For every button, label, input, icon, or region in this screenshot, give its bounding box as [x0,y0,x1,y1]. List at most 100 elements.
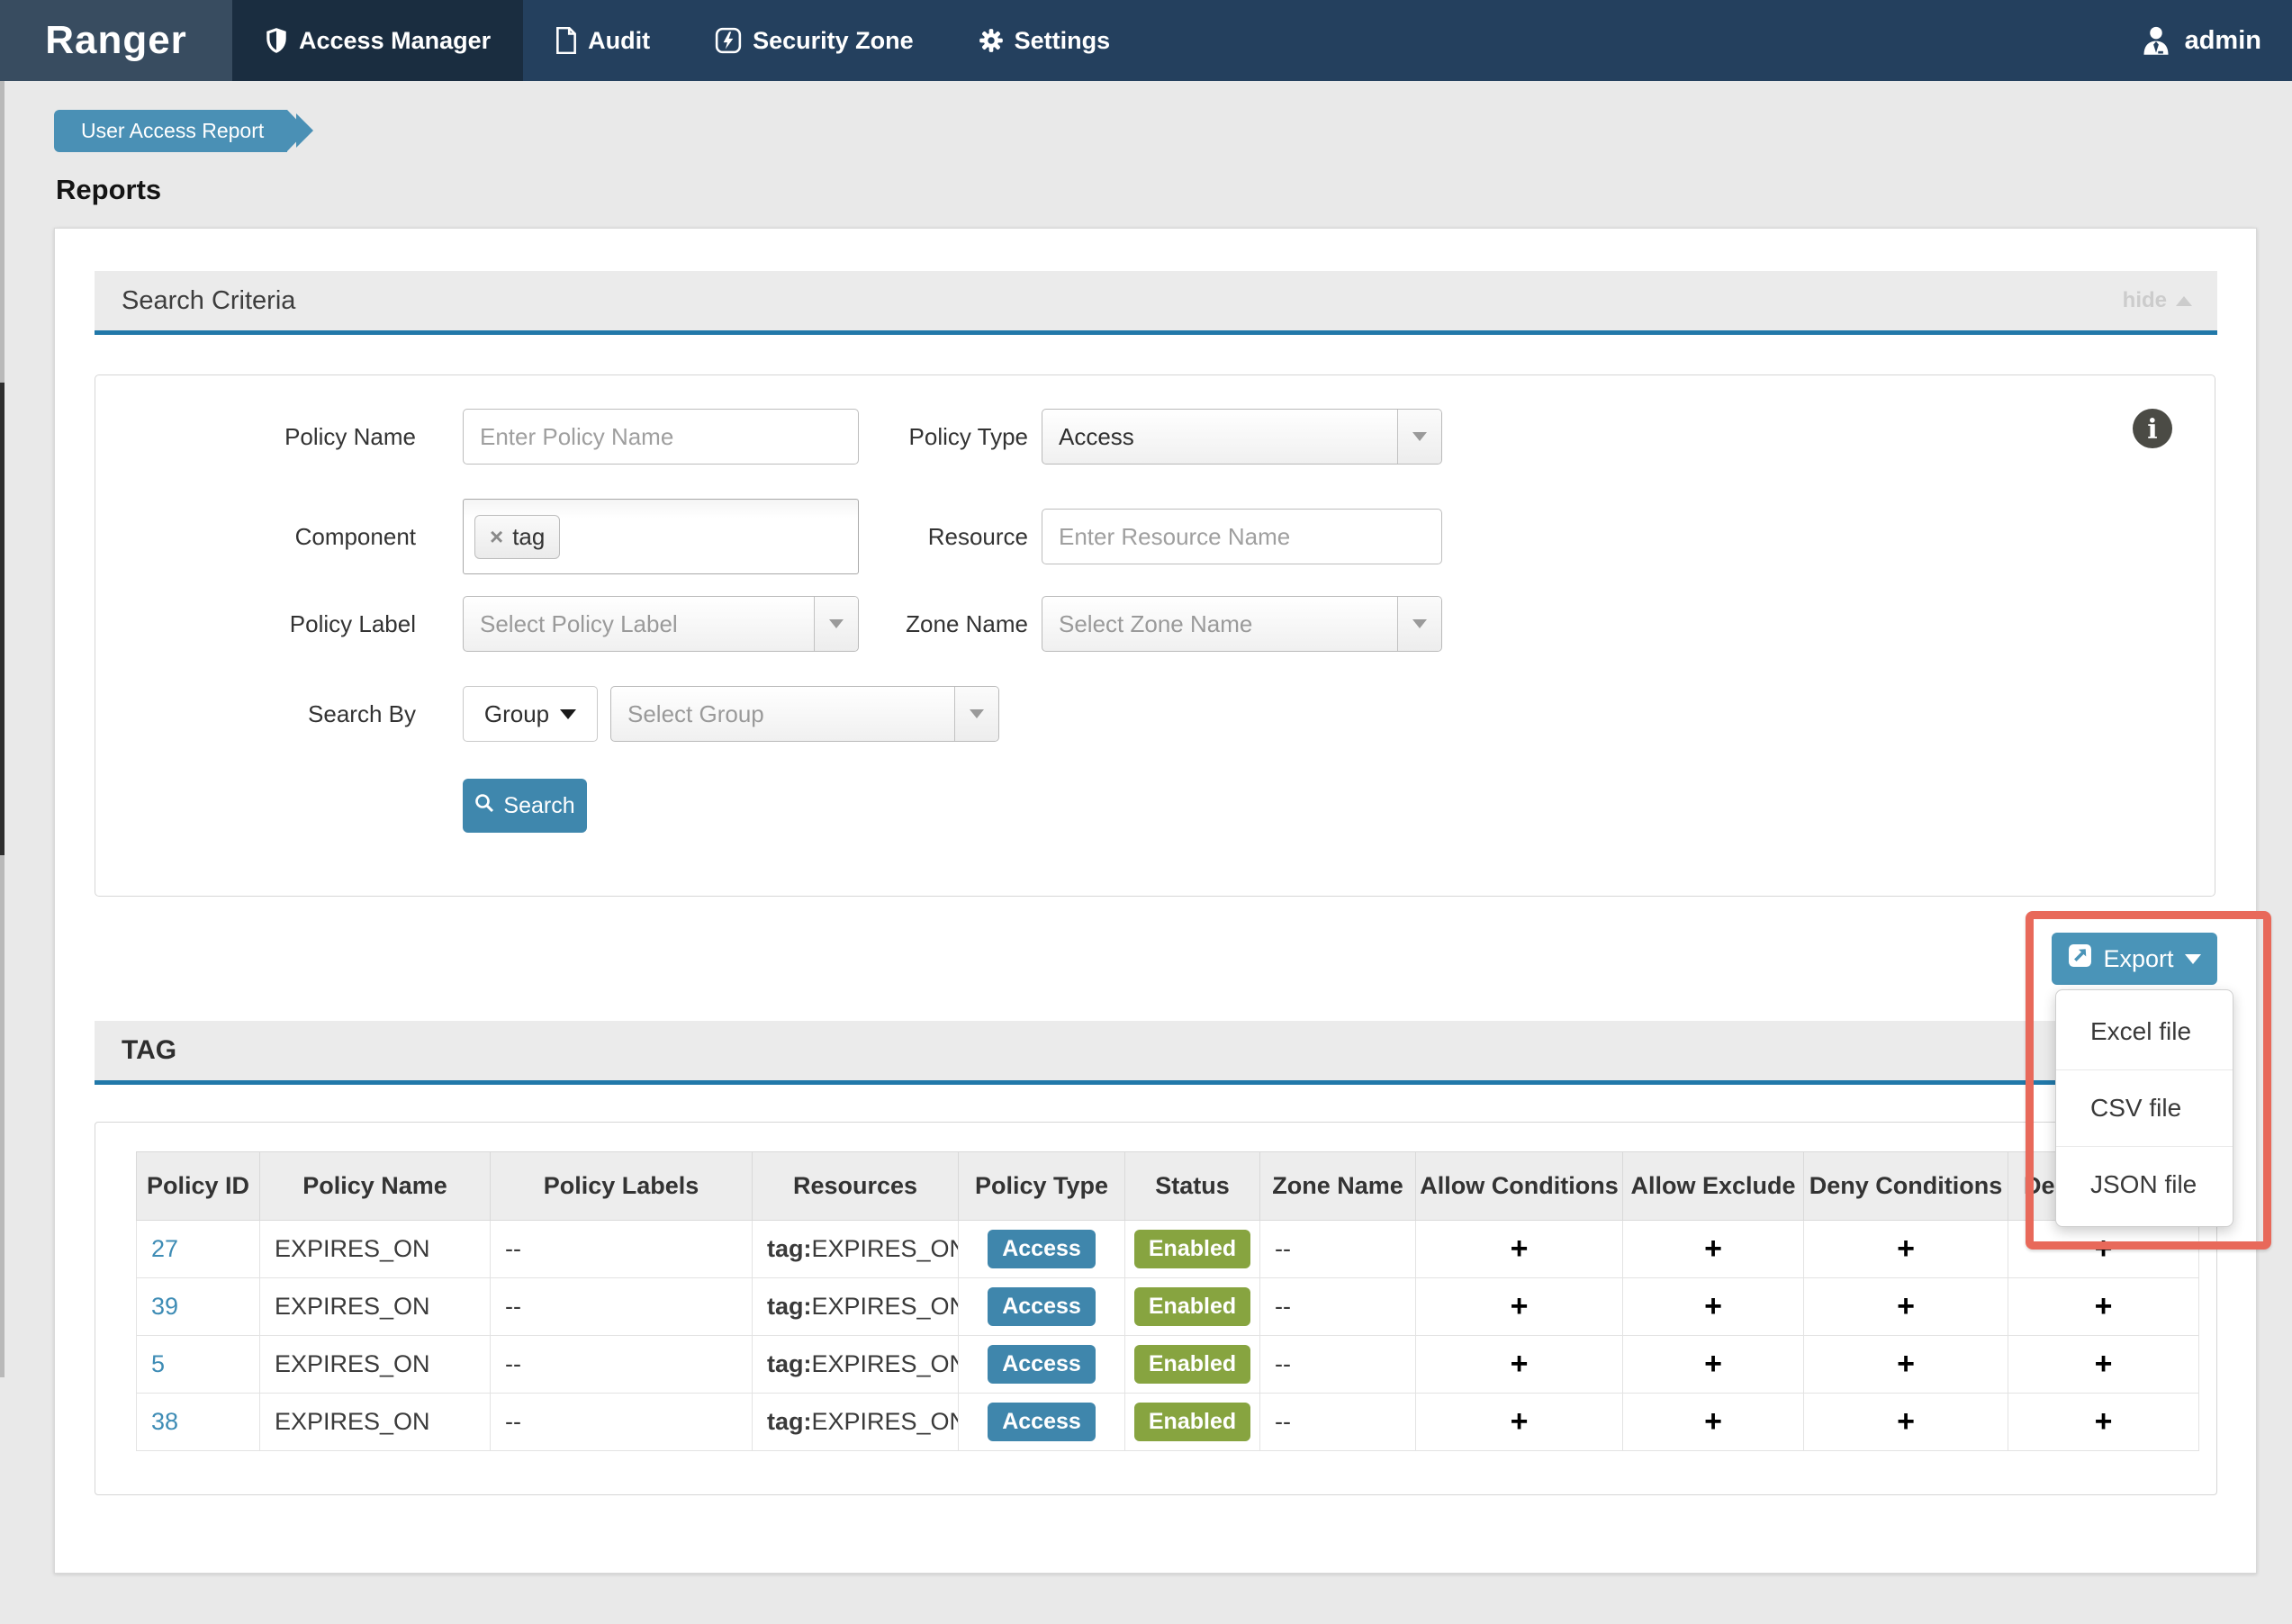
expand-allow-conditions-icon[interactable]: + [1510,1289,1529,1323]
export-button[interactable]: Export [2052,933,2217,985]
breadcrumb[interactable]: User Access Report [54,110,314,152]
chevron-down-icon [2184,953,2201,964]
search-by-label: Search By [308,700,416,727]
gear-icon [979,28,1004,53]
select-dropdown-button[interactable] [1397,597,1441,651]
screen-edge-artifact [0,81,5,1377]
table-row: 5 EXPIRES_ON -- tag:EXPIRES_ON Access En… [136,1335,2199,1394]
resources-cell: tag:EXPIRES_ON [752,1220,959,1278]
status-badge: Enabled [1133,1345,1251,1384]
select-group-select[interactable]: Select Group [610,686,999,742]
user-menu[interactable]: admin [2140,0,2292,81]
policy-labels-cell: -- [490,1220,753,1278]
zone-name-cell: -- [1259,1393,1416,1451]
expand-deny-conditions-icon[interactable]: + [1897,1347,1915,1381]
col-policy-id: Policy ID [136,1151,260,1221]
policy-name-input[interactable] [463,409,859,465]
component-input[interactable]: × tag [463,499,859,574]
username-label: admin [2184,25,2261,55]
resource-input[interactable] [1042,509,1442,564]
ranger-logo[interactable]: Ranger [0,0,232,81]
policy-name-cell: EXPIRES_ON [259,1335,491,1394]
policy-type-label: Policy Type [908,423,1028,450]
search-criteria-header: Search Criteria hide [95,271,2217,335]
zone-name-cell: -- [1259,1277,1416,1336]
tag-table-panel: Policy ID Policy Name Policy Labels Reso… [95,1122,2217,1495]
export-icon [2068,943,2092,974]
tab-access-manager[interactable]: Access Manager [232,0,524,81]
resources-cell: tag:EXPIRES_ON [752,1393,959,1451]
zone-name-cell: -- [1259,1335,1416,1394]
policy-name-label: Policy Name [284,423,416,450]
menu-item-excel-file[interactable]: Excel file [2056,994,2233,1070]
policy-type-select[interactable]: Access [1042,409,1442,465]
expand-deny-exclude-icon[interactable]: + [2094,1404,2113,1439]
user-icon [2140,24,2172,57]
export-button-label: Export [2103,944,2174,972]
tab-label: Access Manager [299,26,492,54]
col-status: Status [1124,1151,1260,1221]
resources-cell: tag:EXPIRES_ON [752,1335,959,1394]
select-dropdown-button[interactable] [1397,410,1441,464]
tab-audit[interactable]: Audit [523,0,682,81]
chevron-up-icon [2176,295,2192,306]
hide-toggle[interactable]: hide [2123,271,2192,330]
policy-type-badge: Access [988,1345,1096,1384]
policy-labels-cell: -- [490,1393,753,1451]
expand-deny-exclude-icon[interactable]: + [2094,1232,2113,1266]
col-policy-type: Policy Type [958,1151,1125,1221]
search-by-selector[interactable]: Group [463,686,598,742]
policy-type-badge: Access [988,1230,1096,1268]
expand-allow-conditions-icon[interactable]: + [1510,1232,1529,1266]
expand-allow-exclude-icon[interactable]: + [1704,1232,1722,1266]
expand-allow-conditions-icon[interactable]: + [1510,1404,1529,1439]
shield-icon [265,27,288,54]
tab-settings[interactable]: Settings [946,0,1143,81]
expand-deny-exclude-icon[interactable]: + [2094,1289,2113,1323]
policy-id-link[interactable]: 39 [151,1293,179,1320]
status-badge: Enabled [1133,1403,1251,1441]
tab-security-zone[interactable]: Security Zone [682,0,946,81]
policy-labels-cell: -- [490,1277,753,1336]
search-criteria-title: Search Criteria [122,286,296,315]
policy-id-link[interactable]: 5 [151,1350,166,1377]
col-resources: Resources [752,1151,959,1221]
col-zone-name: Zone Name [1259,1151,1416,1221]
col-policy-name: Policy Name [259,1151,491,1221]
tag-section-header: TAG [95,1021,2217,1085]
zone-name-cell: -- [1259,1220,1416,1278]
export-dropdown-menu: Excel file CSV file JSON file [2055,989,2233,1227]
policy-label-placeholder: Select Policy Label [480,609,678,637]
chevron-down-icon [1412,619,1427,628]
search-button[interactable]: Search [463,779,587,833]
policy-id-link[interactable]: 38 [151,1408,179,1435]
expand-deny-exclude-icon[interactable]: + [2094,1347,2113,1381]
reports-card: Search Criteria hide Policy Name Policy … [54,228,2257,1574]
expand-deny-conditions-icon[interactable]: + [1897,1289,1915,1323]
bolt-icon [715,27,742,54]
policy-labels-cell: -- [490,1335,753,1394]
menu-item-json-file[interactable]: JSON file [2090,1170,2197,1198]
expand-deny-conditions-icon[interactable]: + [1897,1232,1915,1266]
menu-item-csv-file[interactable]: CSV file [2056,1070,2233,1147]
expand-allow-exclude-icon[interactable]: + [1704,1404,1722,1439]
policy-label-select[interactable]: Select Policy Label [463,596,859,652]
tab-label: Audit [588,26,651,54]
chevron-down-icon [560,708,577,719]
remove-icon[interactable]: × [490,522,504,550]
policy-id-link[interactable]: 27 [151,1235,179,1262]
tab-label: Security Zone [753,26,914,54]
expand-allow-exclude-icon[interactable]: + [1704,1289,1722,1323]
search-criteria-form: Policy Name Policy Type Access Component… [95,374,2215,897]
table-row: 27 EXPIRES_ON -- tag:EXPIRES_ON Access E… [136,1220,2199,1278]
zone-name-select[interactable]: Select Zone Name [1042,596,1442,652]
col-policy-labels: Policy Labels [490,1151,753,1221]
top-navbar: Ranger Access Manager Audit Security Zon… [0,0,2292,81]
tag-section-title: TAG [122,1035,177,1065]
select-dropdown-button[interactable] [814,597,858,651]
expand-deny-conditions-icon[interactable]: + [1897,1404,1915,1439]
expand-allow-exclude-icon[interactable]: + [1704,1347,1722,1381]
select-dropdown-button[interactable] [954,687,998,741]
expand-allow-conditions-icon[interactable]: + [1510,1347,1529,1381]
